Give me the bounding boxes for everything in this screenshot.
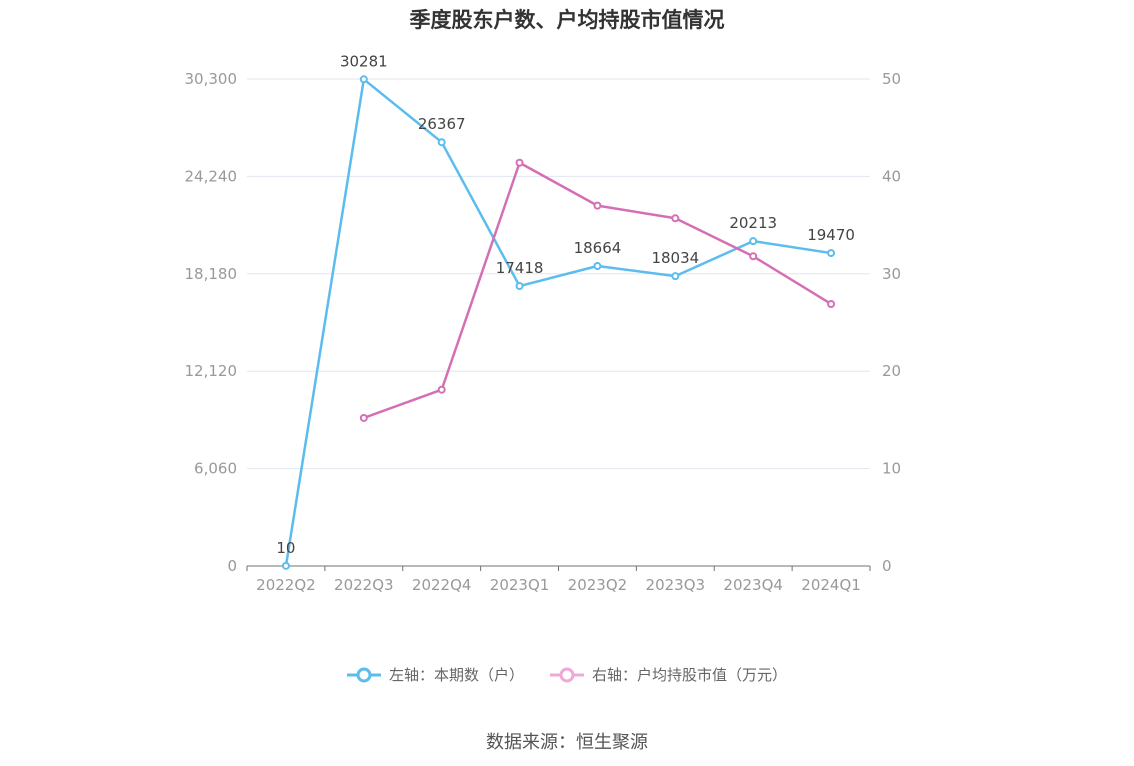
left-axis-tick-label: 0 [227,557,237,575]
legend-line-marker-icon [550,667,584,682]
data-label: 26367 [418,115,466,133]
data-label: 30281 [340,52,388,70]
x-axis-tick-label: 2023Q3 [646,576,706,594]
right-axis-tick-label: 30 [882,265,901,283]
data-point [827,299,836,308]
left-axis-tick-label: 6,060 [194,460,237,478]
left-axis-tick-label: 12,120 [185,362,238,380]
data-source: 数据来源：恒生聚源 [486,732,648,753]
data-label: 18664 [574,239,622,257]
data-label: 19470 [807,226,855,244]
data-point [437,138,446,147]
x-axis-tick-label: 2023Q1 [490,576,550,594]
data-point [827,249,836,258]
data-point [515,158,524,167]
right-axis-tick-label: 40 [882,167,901,185]
data-label: 18034 [651,249,699,267]
right-axis-tick-label: 50 [882,70,901,88]
dual-axis-line-chart: 0 0 6,060 10 12,120 20 18,180 30 24,240 40 30,300 5… [185,52,902,594]
data-point [671,272,680,281]
data-point [749,237,758,246]
legend-line-marker-icon [346,667,381,682]
x-axis-tick-label: 2022Q3 [334,576,394,594]
chart-legend: 左轴：本期数（户） 右轴：户均持股市值（万元） [0,664,1134,685]
legend-item-avg-value[interactable]: 右轴：户均持股市值（万元） [550,664,787,685]
x-axis-tick-label: 2023Q4 [723,576,783,594]
legend-item-households[interactable]: 左轴：本期数（户） [346,664,524,685]
data-point [593,201,602,210]
legend-label-households: 左轴：本期数（户） [388,666,524,684]
chart-title: 季度股东户数、户均持股市值情况 [409,8,725,32]
right-axis-tick-label: 10 [882,460,901,478]
legend-label-avg-value: 右轴：户均持股市值（万元） [592,666,788,684]
data-point [281,561,290,570]
data-label: 20213 [729,214,777,232]
series-line-1 [363,161,832,420]
data-label: 17418 [496,259,544,277]
x-axis-tick-label: 2024Q1 [801,576,861,594]
data-point [437,385,446,394]
data-point [593,262,602,271]
x-axis-tick-label: 2022Q2 [256,576,316,594]
left-axis-tick-label: 24,240 [185,167,238,185]
right-axis-tick-label: 0 [882,557,892,575]
data-point [749,252,758,261]
data-label: 10 [276,539,295,557]
data-point [359,75,368,84]
data-point [359,413,368,422]
x-axis-tick-label: 2023Q2 [568,576,628,594]
x-axis-tick-label: 2022Q4 [412,576,472,594]
series-line-0 [284,78,832,567]
left-axis-tick-label: 18,180 [185,265,238,283]
data-point [515,282,524,291]
left-axis-tick-label: 30,300 [185,70,238,88]
data-point [671,214,680,223]
right-axis-tick-label: 20 [882,362,901,380]
